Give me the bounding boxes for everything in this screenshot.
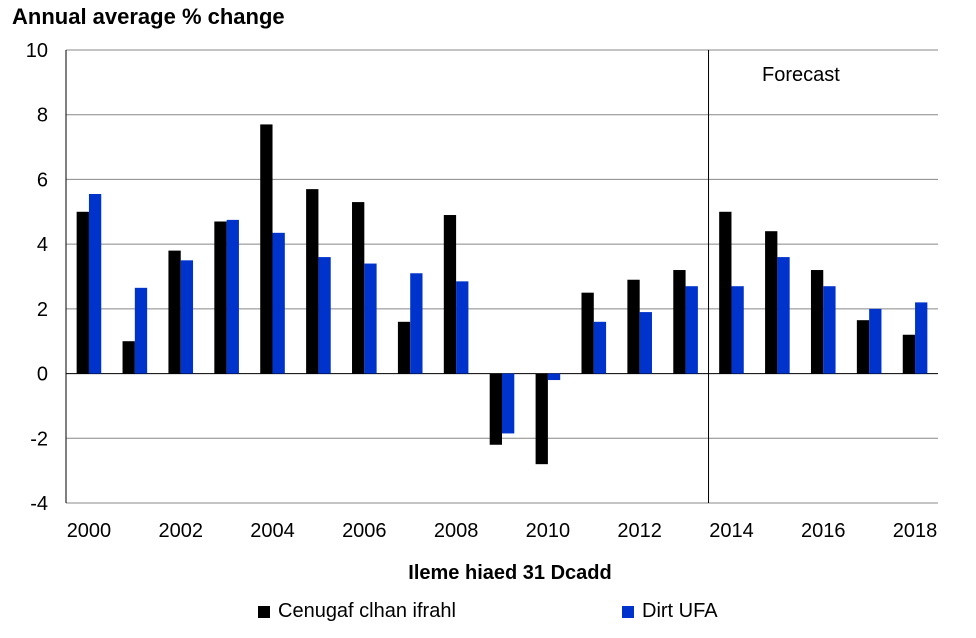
bar-1-2009 (489, 373, 502, 445)
bar-2-2006 (364, 263, 377, 374)
bar-2-2011 (593, 321, 607, 374)
y-tick-label-6: 6 (37, 169, 48, 191)
bar-2-2009 (502, 373, 515, 434)
bar-2-2001 (134, 287, 148, 374)
bar-2-2018 (915, 302, 928, 374)
bar-1-2014 (719, 211, 732, 374)
bar-1-2007 (397, 321, 411, 374)
legend-item-series-1: Cenugaf clhan ifrahl (258, 600, 456, 623)
y-tick-label-4: 4 (37, 234, 48, 256)
y-tick-label-0: 0 (37, 364, 48, 386)
legend-swatch-series-2 (622, 605, 634, 618)
bar-1-2001 (122, 341, 135, 374)
bar-2-2014 (731, 286, 744, 374)
x-tick-label-2010: 2010 (526, 520, 571, 542)
forecast-label: Forecast (762, 64, 840, 86)
legend-label-series-2: Dirt UFA (642, 600, 718, 622)
legend: Cenugaf clhan ifrahl Dirt UFA (0, 600, 976, 628)
bar-2-2000 (88, 193, 102, 374)
bar-1-2016 (810, 270, 824, 374)
x-tick-label-2018: 2018 (893, 520, 938, 542)
bar-2-2013 (685, 286, 698, 374)
y-tick-label--2: -2 (30, 428, 48, 450)
bar-1-2000 (76, 211, 89, 374)
x-tick-labels: 2000 2002 2004 2006 2008 2010 2012 2014 2016 2018 (67, 520, 938, 542)
bar-1-2012 (627, 279, 640, 374)
bar-1-2006 (352, 202, 365, 374)
bar-2-2002 (180, 260, 194, 374)
x-tick-label-2014: 2014 (709, 520, 754, 542)
bar-1-2010 (535, 373, 548, 465)
bar-2-2017 (869, 308, 882, 374)
bar-2-2007 (410, 273, 423, 374)
bar-2-2016 (823, 286, 836, 374)
bar-2-2008 (456, 281, 469, 374)
bar-2-2010 (547, 373, 561, 381)
y-axis-title: Annual average % change (12, 4, 285, 29)
y-tick-label-8: 8 (37, 105, 48, 127)
bar-1-2005 (306, 189, 319, 374)
legend-label-series-1: Cenugaf clhan ifrahl (278, 600, 456, 622)
legend-swatch-series-1 (258, 605, 270, 618)
legend-item-series-2: Dirt UFA (622, 600, 718, 623)
x-tick-label-2006: 2006 (342, 520, 387, 542)
bar-2-2005 (318, 257, 331, 374)
bar-1-2013 (673, 270, 686, 374)
bar-1-2004 (260, 124, 273, 374)
x-tick-label-2012: 2012 (617, 520, 662, 542)
bars (76, 124, 928, 465)
bar-2-2003 (226, 219, 239, 374)
x-tick-label-2016: 2016 (801, 520, 846, 542)
bar-1-2008 (443, 215, 457, 374)
x-axis-title: Ileme hiaed 31 Dcadd (408, 562, 612, 584)
y-tick-label-10: 10 (26, 40, 48, 62)
x-tick-label-2000: 2000 (67, 520, 112, 542)
bar-1-2003 (214, 221, 227, 374)
bar-1-2015 (765, 231, 778, 374)
x-tick-label-2008: 2008 (434, 520, 479, 542)
bar-1-2011 (581, 292, 594, 374)
y-tick-labels: -4 -2 0 2 4 6 8 10 (26, 40, 48, 515)
bar-1-2002 (168, 250, 181, 374)
bar-1-2018 (902, 334, 916, 374)
bar-2-2012 (639, 312, 652, 374)
bar-chart: -4 -2 0 2 4 6 8 10 2000 2002 2004 2006 2008 2010 2012… (26, 40, 938, 542)
y-tick-label-2: 2 (37, 299, 48, 321)
bar-1-2017 (856, 320, 870, 374)
y-tick-label--4: -4 (30, 493, 48, 515)
x-tick-label-2002: 2002 (158, 520, 203, 542)
x-tick-label-2004: 2004 (250, 520, 295, 542)
bar-2-2015 (777, 257, 790, 374)
bar-2-2004 (272, 232, 285, 374)
